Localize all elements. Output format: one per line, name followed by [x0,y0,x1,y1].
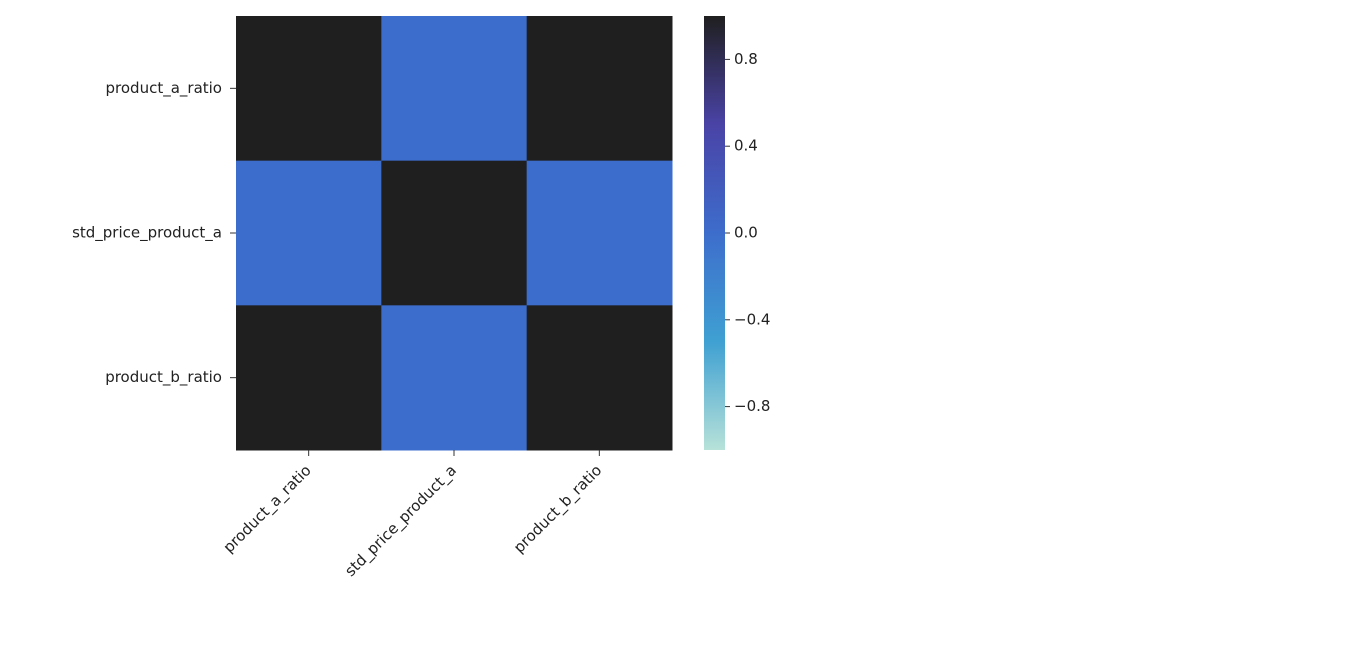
x-tick-label: product_a_ratio [220,461,316,557]
heatmap-cell [236,16,382,162]
colorbar-tick-label: −0.8 [734,397,770,415]
heatmap-cell [526,305,673,451]
colorbar [704,16,725,450]
y-tick-label: product_a_ratio [106,79,222,98]
heatmap-cell [236,305,382,451]
heatmap-cell [381,16,528,162]
heatmap-cell [526,160,673,306]
y-tick-label: std_price_product_a [72,224,222,243]
y-tick-label: product_b_ratio [105,368,222,387]
heatmap-cell [526,16,673,162]
heatmap-cell [381,305,528,451]
heatmap-cell [381,160,528,306]
colorbar-tick-label: 0.0 [734,224,758,242]
x-tick-label: std_price_product_a [341,461,460,580]
colorbar-tick-label: 0.4 [734,137,758,155]
x-tick-label: product_b_ratio [510,461,606,557]
colorbar-tick-label: −0.4 [734,310,770,328]
colorbar-tick-label: 0.8 [734,50,758,68]
heatmap-cell [236,160,382,306]
